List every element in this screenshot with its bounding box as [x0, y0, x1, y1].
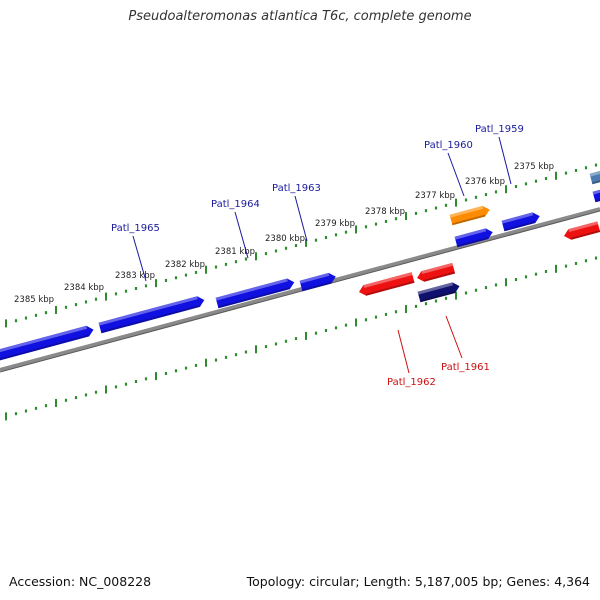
gene-label: Patl_1959 — [475, 124, 524, 135]
kbp-label: 2385 kbp — [14, 295, 54, 305]
gene-label: Patl_1963 — [272, 183, 321, 194]
gene-label: Patl_1965 — [111, 223, 160, 234]
leader-line — [447, 152, 465, 197]
leader-line — [397, 329, 410, 374]
kbp-label: 2380 kbp — [265, 234, 305, 244]
gene-arrow-reverse — [564, 221, 600, 240]
gene-arrow-forward — [501, 212, 540, 232]
gene-label: Patl_1960 — [424, 140, 473, 151]
leader-line — [132, 235, 147, 282]
kbp-label: 2378 kbp — [365, 207, 405, 217]
outer-tick-track — [5, 163, 598, 328]
kbp-label: 2384 kbp — [64, 283, 104, 293]
genome-backbone — [0, 207, 600, 372]
gene-arrow-forward — [449, 205, 490, 226]
gene-label: Patl_1964 — [211, 199, 260, 210]
kbp-label: 2382 kbp — [165, 260, 205, 270]
kbp-label: 2377 kbp — [415, 191, 455, 201]
genome-backbone-shadow — [0, 210, 600, 373]
kbp-label: 2376 kbp — [465, 177, 505, 187]
map-title: Pseudoalteromonas atlantica T6c, complet… — [128, 9, 472, 24]
gene-arrow-forward — [299, 272, 336, 292]
gene-arrow-forward — [0, 325, 94, 362]
kbp-label: 2375 kbp — [514, 162, 554, 172]
leader-line — [445, 315, 463, 359]
leader-line — [294, 195, 308, 242]
gene-arrow-forward — [98, 296, 205, 334]
gene-arrow-forward — [454, 228, 493, 248]
gene-features — [0, 170, 600, 362]
kbp-label: 2379 kbp — [315, 219, 355, 229]
gene-arrow-forward — [417, 282, 460, 303]
gene-label: Patl_1962 — [387, 377, 436, 388]
gene-arrow-reverse — [359, 272, 415, 296]
gene-label: Patl_1961 — [441, 362, 490, 373]
kbp-label: 2383 kbp — [115, 271, 155, 281]
accession-label: Accession: NC_008228 — [9, 574, 152, 589]
label-leaders — [132, 136, 512, 374]
genome-summary: Topology: circular; Length: 5,187,005 bp… — [246, 574, 590, 589]
labels: 2385 kbp 2384 kbp 2383 kbp 2382 kbp 2381 kbp… — [14, 124, 554, 388]
gene-arrow-forward — [589, 170, 600, 185]
gene-arrow-reverse — [417, 262, 456, 282]
gene-arrow-forward — [215, 278, 295, 309]
inner-tick-track — [5, 256, 598, 421]
leader-line — [234, 211, 249, 259]
kbp-label: 2381 kbp — [215, 247, 255, 257]
gene-arrow-forward — [592, 188, 600, 203]
leader-line — [498, 136, 512, 185]
